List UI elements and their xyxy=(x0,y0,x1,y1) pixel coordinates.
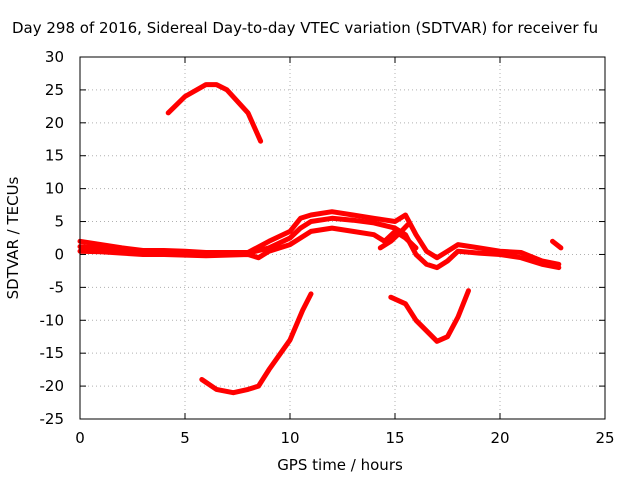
y-tick-labels: -25 -20 -15 -10 -5 0 5 10 15 20 25 30 xyxy=(40,48,65,428)
series-positive-arc xyxy=(165,82,264,144)
tick-marks xyxy=(79,56,606,420)
series-near-zero-band-c xyxy=(77,225,419,261)
series-negative-arc-left xyxy=(199,291,314,396)
gridlines xyxy=(80,57,605,419)
y-tick-label: 10 xyxy=(45,180,64,198)
x-axis-label: GPS time / hours xyxy=(277,456,403,474)
series-spike-up xyxy=(377,222,411,251)
x-tick-labels: 0 5 10 15 20 25 xyxy=(75,429,614,447)
x-tick-label: 10 xyxy=(280,429,299,447)
y-tick-label: -15 xyxy=(40,344,65,362)
series-near-zero-band-b xyxy=(77,209,562,267)
y-tick-label: -20 xyxy=(40,377,65,395)
y-tick-label: -10 xyxy=(40,311,65,329)
y-tick-label: 25 xyxy=(45,81,64,99)
series-near-zero-band-a xyxy=(77,215,562,271)
series-layer xyxy=(77,82,564,396)
plot-frame xyxy=(79,56,606,420)
x-tick-label: 15 xyxy=(385,429,404,447)
y-tick-label: -5 xyxy=(49,278,64,296)
y-tick-label: 30 xyxy=(45,48,64,66)
y-tick-label: -25 xyxy=(40,410,65,428)
x-tick-label: 20 xyxy=(490,429,509,447)
x-tick-label: 0 xyxy=(75,429,85,447)
y-tick-label: 0 xyxy=(54,245,64,263)
series-negative-arc-right xyxy=(388,288,471,344)
y-axis-label: SDTVAR / TECUs xyxy=(4,176,22,299)
x-tick-label: 5 xyxy=(180,429,190,447)
series-spike-right xyxy=(550,238,564,251)
x-tick-label: 25 xyxy=(595,429,614,447)
chart-title: Day 298 of 2016, Sidereal Day-to-day VTE… xyxy=(12,19,598,37)
y-tick-label: 15 xyxy=(45,147,64,165)
y-tick-label: 5 xyxy=(54,213,64,231)
y-tick-label: 20 xyxy=(45,114,64,132)
